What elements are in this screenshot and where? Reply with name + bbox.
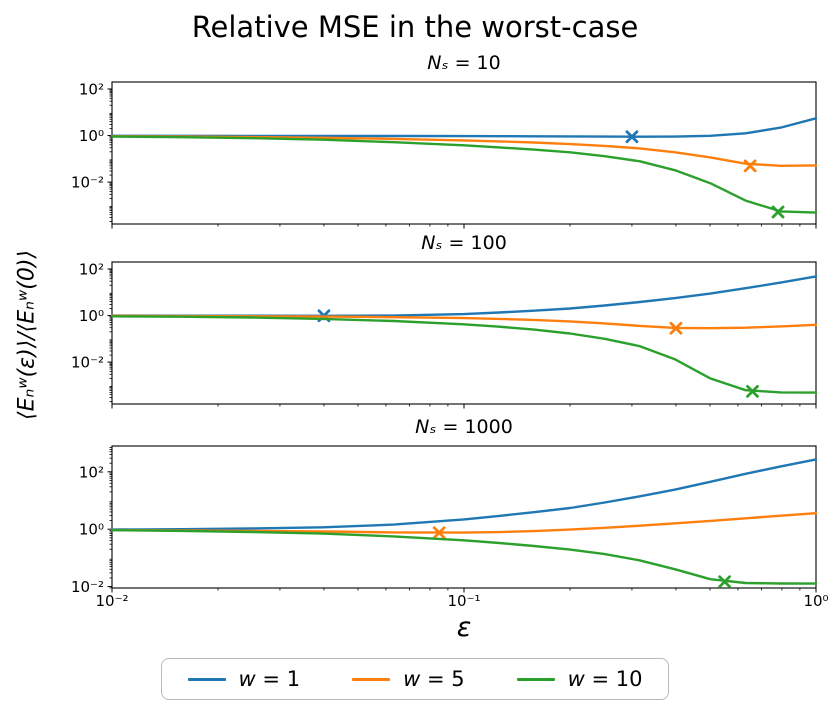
x-tick-label: 10⁻² [95, 592, 128, 610]
panel-title-variable: Nₛ [415, 416, 437, 438]
x-axis-label: ε [456, 612, 472, 643]
y-tick-label: 10⁻² [71, 354, 104, 372]
series-line-w10 [110, 529, 818, 585]
panel-frame [111, 445, 817, 589]
legend-box: w = 1 w = 5 w = 10 [160, 658, 670, 700]
panel-title-value: = 10 [448, 52, 501, 74]
series-line-w1 [110, 458, 818, 531]
series-line-w5 [110, 512, 818, 534]
y-tick-label: 10² [79, 80, 104, 98]
legend-line-sample-w5 [352, 677, 391, 681]
y-tick-label: 10⁻² [71, 578, 104, 596]
panel-frame [111, 81, 817, 225]
legend-item-w10: w = 10 [516, 667, 643, 691]
min-marker-w5 [669, 321, 683, 335]
min-marker-w5 [432, 526, 446, 540]
series-line-w1 [110, 275, 818, 317]
panel-title-value: = 1000 [436, 416, 513, 438]
y-tick-label: 10⁻² [71, 174, 104, 192]
y-tick-label: 10⁰ [79, 521, 104, 539]
legend-item-w5: w = 5 [352, 667, 465, 691]
series-line-w10 [110, 315, 818, 394]
legend-label-w1: w = 1 [238, 667, 301, 691]
panel-title-ns-100: Nₛ = 100 [112, 232, 816, 254]
x-tick-label: 10⁻¹ [447, 592, 480, 610]
panel-frame [111, 261, 817, 405]
legend-item-w1: w = 1 [187, 667, 301, 691]
min-marker-w10 [718, 575, 732, 589]
series-line-w5 [110, 314, 818, 330]
figure-title: Relative MSE in the worst-case [191, 10, 639, 44]
panel-title-variable: Nₛ [427, 52, 449, 74]
legend-line-sample-w1 [187, 677, 226, 681]
panel-title-ns-1000: Nₛ = 1000 [112, 416, 816, 438]
series-line-w10 [110, 135, 818, 214]
min-marker-w10 [746, 385, 759, 398]
panel-title-ns-10: Nₛ = 10 [112, 52, 816, 74]
legend-line-sample-w10 [516, 677, 555, 681]
y-tick-label: 10² [79, 463, 104, 481]
x-tick-label: 10⁰ [803, 592, 828, 610]
y-tick-label: 10² [79, 260, 104, 278]
min-marker-w5 [743, 159, 757, 173]
panel-title-variable: Nₛ [421, 232, 443, 254]
legend: w = 1 w = 5 w = 10 [0, 658, 830, 700]
series-line-w1 [110, 117, 818, 138]
min-marker-w1 [625, 130, 639, 144]
legend-label-w10: w = 10 [567, 667, 643, 691]
y-tick-label: 10⁰ [79, 127, 104, 145]
legend-label-w5: w = 5 [403, 667, 465, 691]
y-tick-label: 10⁰ [79, 307, 104, 325]
series-line-w5 [110, 135, 818, 167]
panel-title-value: = 100 [442, 232, 507, 254]
min-marker-w10 [771, 205, 785, 219]
